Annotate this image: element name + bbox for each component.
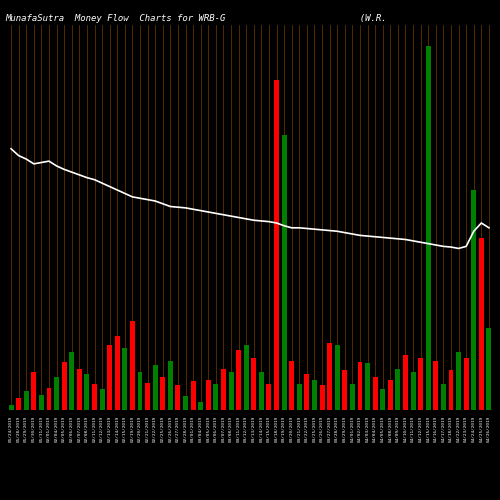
- Bar: [380, 390, 385, 410]
- Bar: [358, 362, 362, 410]
- Bar: [441, 384, 446, 410]
- Text: MunafaSutra  Money Flow  Charts for WRB-G                         (W.R.         : MunafaSutra Money Flow Charts for WRB-G …: [5, 14, 500, 23]
- Bar: [365, 363, 370, 410]
- Bar: [138, 372, 142, 410]
- Bar: [372, 377, 378, 410]
- Bar: [448, 370, 454, 410]
- Bar: [24, 391, 28, 410]
- Bar: [107, 344, 112, 410]
- Bar: [39, 395, 44, 410]
- Bar: [388, 380, 393, 410]
- Bar: [84, 374, 89, 410]
- Bar: [418, 358, 423, 410]
- Bar: [214, 384, 218, 410]
- Bar: [410, 372, 416, 410]
- Bar: [434, 360, 438, 410]
- Bar: [198, 402, 203, 410]
- Bar: [160, 377, 165, 410]
- Bar: [77, 369, 82, 410]
- Bar: [70, 352, 74, 410]
- Bar: [259, 372, 264, 410]
- Bar: [100, 390, 104, 410]
- Bar: [152, 366, 158, 410]
- Bar: [335, 344, 340, 410]
- Bar: [176, 386, 180, 410]
- Bar: [396, 369, 400, 410]
- Bar: [236, 350, 241, 410]
- Bar: [290, 360, 294, 410]
- Bar: [312, 380, 317, 410]
- Bar: [266, 384, 272, 410]
- Bar: [426, 46, 430, 410]
- Bar: [221, 369, 226, 410]
- Bar: [479, 238, 484, 410]
- Bar: [206, 380, 210, 410]
- Bar: [342, 370, 347, 410]
- Bar: [320, 386, 324, 410]
- Bar: [228, 372, 234, 410]
- Bar: [190, 381, 196, 410]
- Bar: [297, 384, 302, 410]
- Bar: [183, 396, 188, 410]
- Bar: [16, 398, 21, 410]
- Bar: [32, 372, 36, 410]
- Bar: [486, 328, 492, 410]
- Bar: [122, 348, 128, 410]
- Bar: [62, 362, 66, 410]
- Bar: [168, 360, 173, 410]
- Bar: [464, 358, 468, 410]
- Bar: [8, 404, 14, 410]
- Bar: [244, 344, 248, 410]
- Bar: [274, 80, 279, 410]
- Bar: [304, 374, 310, 410]
- Bar: [403, 355, 408, 410]
- Bar: [456, 352, 461, 410]
- Bar: [46, 388, 52, 410]
- Bar: [252, 358, 256, 410]
- Bar: [54, 377, 59, 410]
- Bar: [327, 342, 332, 410]
- Bar: [130, 320, 135, 410]
- Bar: [145, 382, 150, 410]
- Bar: [472, 190, 476, 410]
- Bar: [282, 135, 286, 410]
- Bar: [115, 336, 119, 410]
- Bar: [350, 384, 355, 410]
- Bar: [92, 384, 97, 410]
